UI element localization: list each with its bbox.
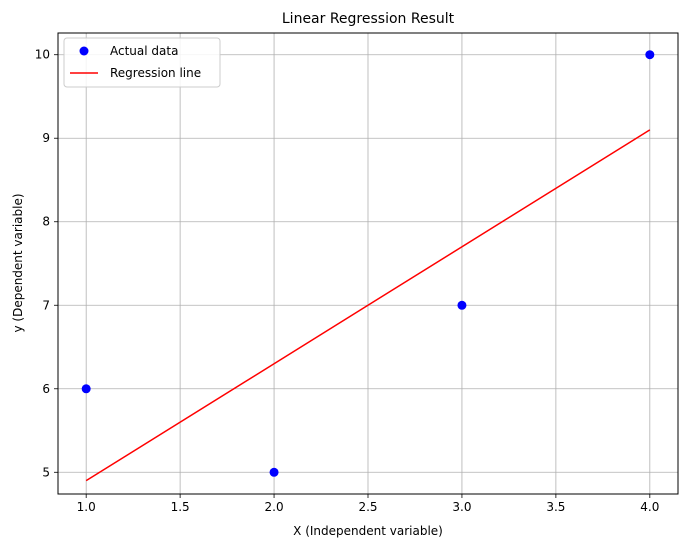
chart-title: Linear Regression Result — [282, 11, 455, 27]
regression-line — [85, 129, 651, 482]
x-tick-label: 3.0 — [452, 500, 471, 514]
data-point — [269, 467, 279, 477]
x-tick-label: 3.5 — [546, 500, 565, 514]
legend-label-regression-line: Regression line — [110, 66, 201, 80]
y-tick-label: 6 — [42, 382, 50, 396]
data-point — [457, 300, 467, 310]
x-tick-label: 1.0 — [77, 500, 96, 514]
data-point — [645, 50, 655, 60]
x-tick-label: 2.0 — [265, 500, 284, 514]
y-tick-label: 7 — [42, 298, 50, 312]
x-tick-label: 2.5 — [358, 500, 377, 514]
legend-box — [63, 37, 221, 88]
x-axis-label: X (Independent variable) — [293, 524, 443, 538]
y-tick-label: 10 — [35, 48, 50, 62]
legend: Actual data Regression line — [63, 37, 221, 88]
x-axis-ticks: 1.0 1.5 2.0 2.5 3.0 3.5 4.0 — [77, 494, 659, 514]
y-tick-label: 8 — [42, 215, 50, 229]
y-axis-ticks: 5 6 7 8 9 10 — [35, 48, 58, 479]
legend-marker-actual-data — [79, 46, 89, 56]
x-tick-label: 1.5 — [171, 500, 190, 514]
data-point — [81, 384, 91, 394]
y-tick-label: 5 — [42, 465, 50, 479]
y-tick-label: 9 — [42, 131, 50, 145]
data-series — [81, 50, 655, 482]
x-tick-label: 4.0 — [640, 500, 659, 514]
legend-label-actual-data: Actual data — [110, 44, 178, 58]
y-axis-label: y (Dependent variable) — [11, 193, 25, 332]
